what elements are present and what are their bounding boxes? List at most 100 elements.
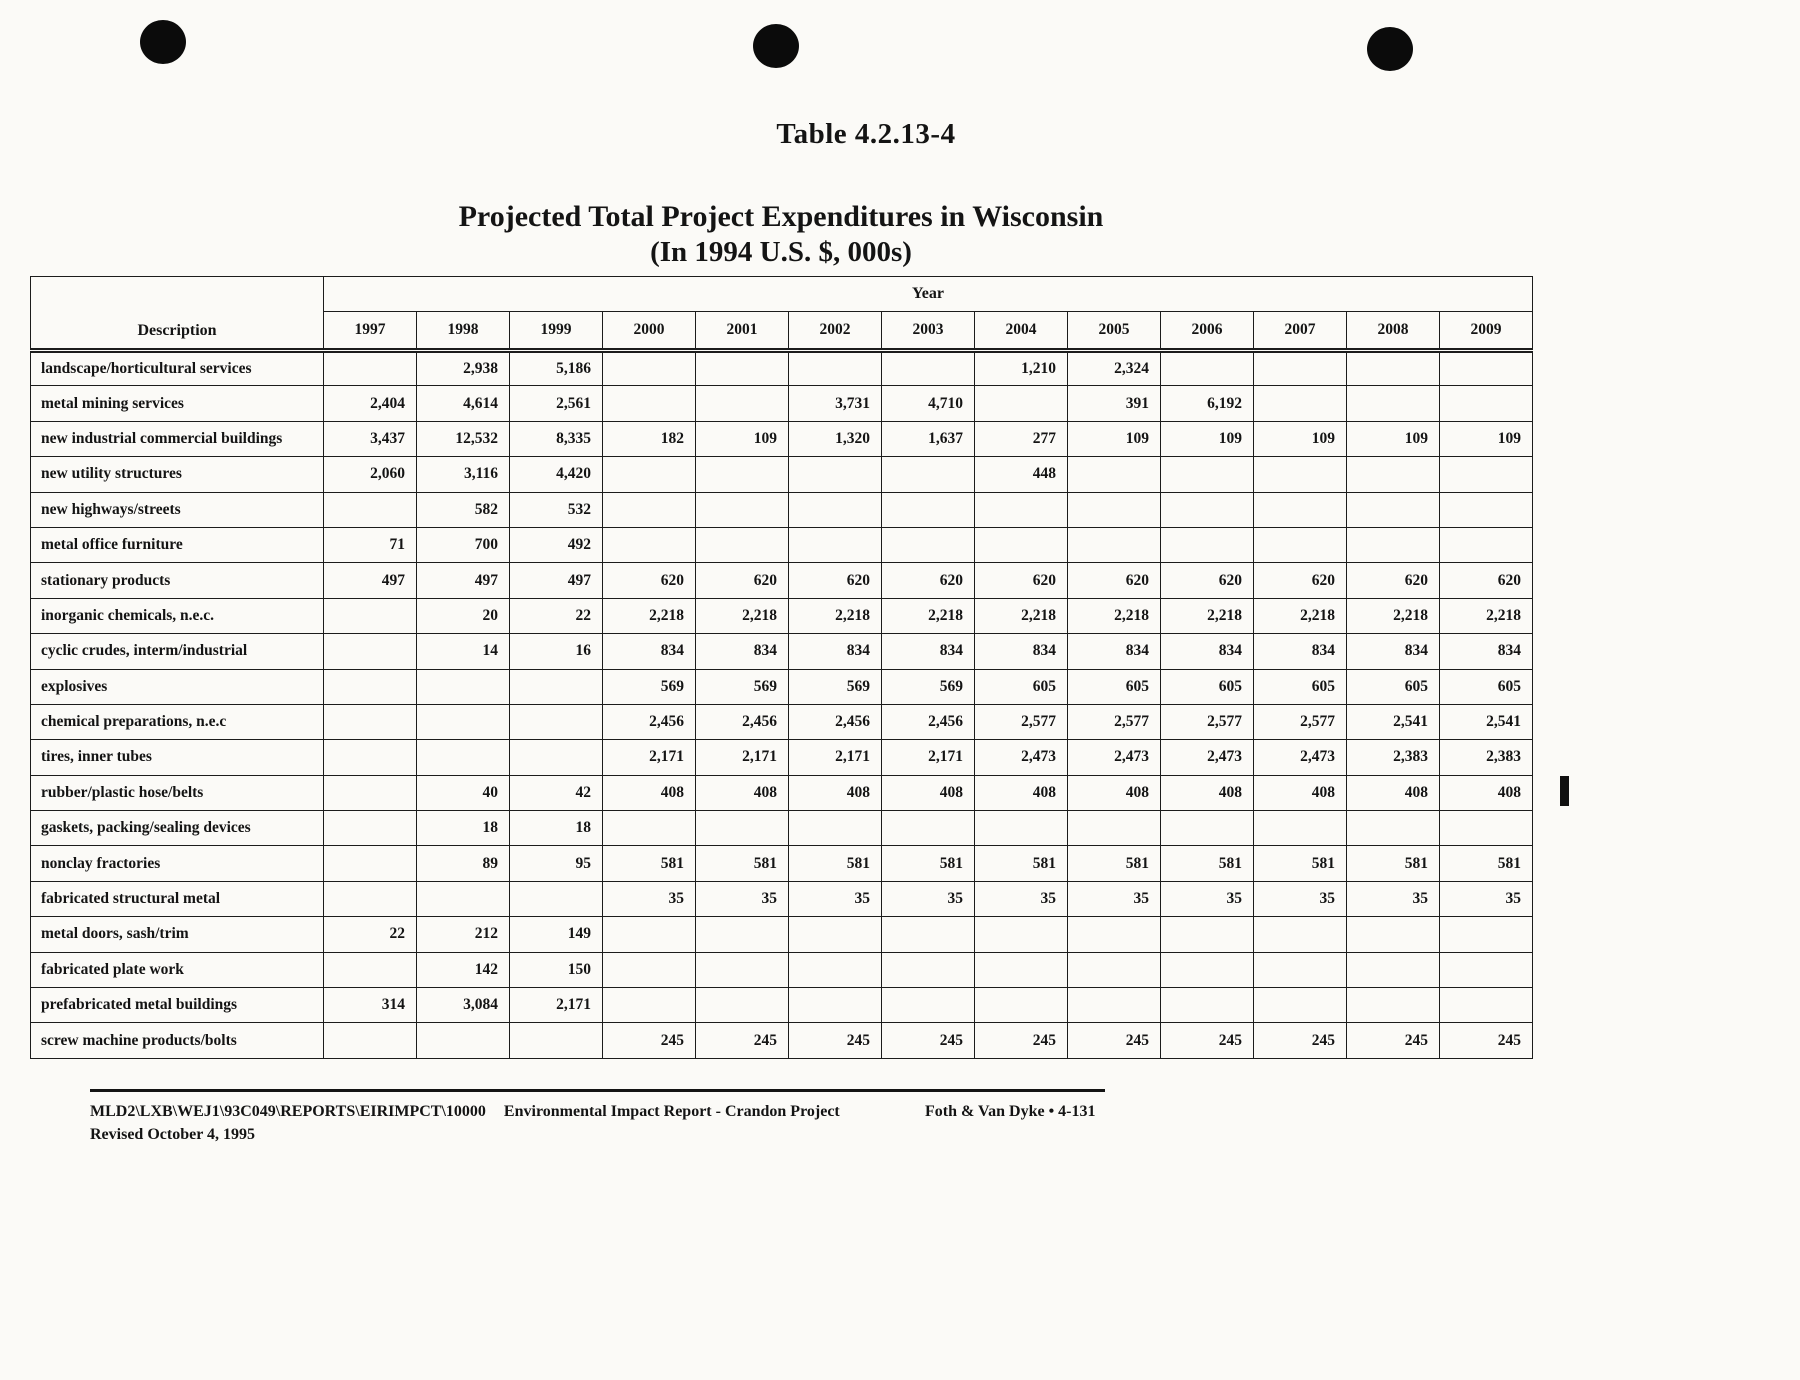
table-row: new utility structures 2,060 3,116 4,420 448 bbox=[30, 456, 1533, 493]
table-cell bbox=[1253, 987, 1347, 1024]
table-row: fabricated structural metal 35 35 35 35 35 35 3… bbox=[30, 880, 1533, 918]
table-cell: 2,456 bbox=[602, 703, 696, 741]
table-cell bbox=[323, 739, 417, 776]
table-cell: 581 bbox=[974, 845, 1068, 882]
table-cell bbox=[974, 810, 1068, 847]
table-cell: 581 bbox=[602, 845, 696, 882]
table-cell: 834 bbox=[881, 633, 975, 670]
table-cell: 2,473 bbox=[974, 739, 1068, 776]
table-cell: 2,541 bbox=[1439, 703, 1533, 741]
table-cell: 2,171 bbox=[509, 987, 603, 1024]
table-cell bbox=[1067, 916, 1161, 953]
table-row: metal doors, sash/trim 22 212 149 bbox=[30, 916, 1533, 953]
table-cell: 620 bbox=[1067, 562, 1161, 599]
table-row: tires, inner tubes 2,171 2,171 2,171 2,171 2,… bbox=[30, 739, 1533, 776]
table-cell bbox=[509, 1022, 603, 1059]
table-cell: 605 bbox=[974, 668, 1068, 705]
row-description: stationary products bbox=[30, 562, 324, 599]
table-cell bbox=[1439, 951, 1533, 989]
table-cell bbox=[788, 916, 882, 953]
table-cell bbox=[881, 951, 975, 989]
table-cell: 2,577 bbox=[1160, 703, 1254, 741]
table-cell bbox=[602, 951, 696, 989]
year-column-header: 1998 bbox=[416, 311, 510, 353]
scan-artifact bbox=[1560, 776, 1569, 806]
year-column-header: 2000 bbox=[602, 311, 696, 353]
table-cell bbox=[1067, 810, 1161, 847]
table-body: landscape/horticultural services 2,938 5,1… bbox=[30, 349, 1533, 1059]
table-cell bbox=[323, 597, 417, 635]
table-cell: 245 bbox=[974, 1022, 1068, 1059]
table-cell: 492 bbox=[509, 526, 603, 564]
row-description: fabricated structural metal bbox=[30, 880, 324, 918]
table-cell bbox=[881, 349, 975, 387]
table-cell bbox=[416, 1022, 510, 1059]
footer-reference-line: MLD2\LXB\WEJ1\93C049\REPORTS\EIRIMPCT\10… bbox=[90, 1103, 840, 1121]
year-column-header: 2006 bbox=[1160, 311, 1254, 353]
table-cell: 2,577 bbox=[974, 703, 1068, 741]
table-cell: 1,637 bbox=[881, 420, 975, 458]
table-cell: 620 bbox=[1346, 562, 1440, 599]
table-cell bbox=[1253, 456, 1347, 493]
table-cell: 16 bbox=[509, 633, 603, 670]
table-cell bbox=[1346, 526, 1440, 564]
table-cell bbox=[695, 951, 789, 989]
table-cell: 2,218 bbox=[1160, 597, 1254, 635]
table-cell bbox=[509, 668, 603, 705]
table-cell: 408 bbox=[1160, 774, 1254, 812]
table-cell: 4,420 bbox=[509, 456, 603, 493]
table-cell: 2,324 bbox=[1067, 349, 1161, 387]
table-cell: 142 bbox=[416, 951, 510, 989]
row-description: new industrial commercial buildings bbox=[30, 420, 324, 458]
table-cell bbox=[1067, 987, 1161, 1024]
table-cell bbox=[1160, 987, 1254, 1024]
table-cell bbox=[788, 526, 882, 564]
table-cell bbox=[695, 349, 789, 387]
footer-revised-date: Revised October 4, 1995 bbox=[90, 1126, 256, 1143]
table-cell: 620 bbox=[1253, 562, 1347, 599]
table-cell: 605 bbox=[1439, 668, 1533, 705]
table-cell: 35 bbox=[602, 880, 696, 918]
row-description: new utility structures bbox=[30, 456, 324, 493]
table-cell bbox=[602, 385, 696, 422]
table-cell: 2,541 bbox=[1346, 703, 1440, 741]
table-cell: 35 bbox=[1439, 880, 1533, 918]
table-cell: 35 bbox=[1253, 880, 1347, 918]
punch-mark-left bbox=[140, 20, 186, 64]
table-cell: 408 bbox=[602, 774, 696, 812]
table-cell bbox=[695, 916, 789, 953]
table-cell: 245 bbox=[1067, 1022, 1161, 1059]
table-cell: 2,561 bbox=[509, 385, 603, 422]
table-cell: 20 bbox=[416, 597, 510, 635]
table-cell: 109 bbox=[1439, 420, 1533, 458]
table-cell: 581 bbox=[1253, 845, 1347, 882]
table-cell: 408 bbox=[881, 774, 975, 812]
table-cell: 2,404 bbox=[323, 385, 417, 422]
punch-mark-center bbox=[753, 24, 799, 68]
row-description: screw machine products/bolts bbox=[30, 1022, 324, 1059]
table-cell bbox=[602, 916, 696, 953]
table-cell bbox=[974, 491, 1068, 528]
table-cell: 3,437 bbox=[323, 420, 417, 458]
table-cell: 2,577 bbox=[1253, 703, 1347, 741]
table-cell: 834 bbox=[974, 633, 1068, 670]
table-cell: 408 bbox=[1253, 774, 1347, 812]
table-cell bbox=[416, 739, 510, 776]
table-cell bbox=[1067, 951, 1161, 989]
table-cell: 2,473 bbox=[1160, 739, 1254, 776]
table-cell: 581 bbox=[1346, 845, 1440, 882]
table-cell: 569 bbox=[602, 668, 696, 705]
table-cell: 2,473 bbox=[1253, 739, 1347, 776]
table-cell: 40 bbox=[416, 774, 510, 812]
year-column-header: 2002 bbox=[788, 311, 882, 353]
table-cell: 581 bbox=[695, 845, 789, 882]
table-cell bbox=[1160, 526, 1254, 564]
table-cell bbox=[323, 774, 417, 812]
table-cell bbox=[1439, 916, 1533, 953]
table-cell bbox=[974, 526, 1068, 564]
table-cell bbox=[1346, 491, 1440, 528]
table-cell: 35 bbox=[695, 880, 789, 918]
table-cell bbox=[602, 349, 696, 387]
row-description: rubber/plastic hose/belts bbox=[30, 774, 324, 812]
table-cell: 277 bbox=[974, 420, 1068, 458]
